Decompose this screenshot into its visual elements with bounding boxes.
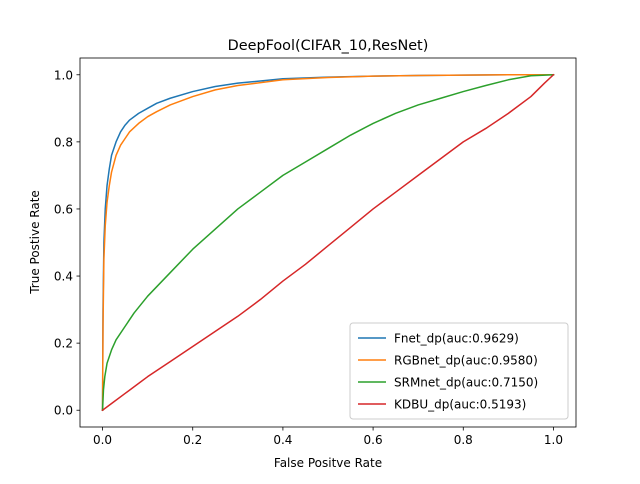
x-tick-label: 0.6 — [364, 433, 383, 447]
y-tick-label: 1.0 — [54, 68, 73, 82]
legend-label-2: RGBnet_dp(auc:0.9580) — [394, 354, 538, 368]
axes-frame — [79, 57, 577, 428]
legend-label-3: SRMnet_dp(auc:0.7150) — [394, 376, 538, 390]
y-tick-label: 0.0 — [54, 404, 73, 418]
y-axis-label: True Postive Rate — [28, 190, 42, 295]
y-tick-label: 0.4 — [54, 270, 73, 284]
x-tick-label: 1.0 — [544, 433, 563, 447]
x-tick-label: 0.4 — [273, 433, 292, 447]
x-tick-label: 0.2 — [183, 433, 202, 447]
x-axis-label: False Positve Rate — [274, 456, 382, 470]
series-line-2 — [101, 74, 555, 411]
legend-box — [349, 322, 569, 420]
x-tick-label: 0.8 — [454, 433, 473, 447]
y-tick-label: 0.6 — [54, 202, 73, 216]
series-line-3 — [101, 73, 555, 412]
y-tick-label: 0.8 — [54, 135, 73, 149]
legend-label-4: KDBU_dp(auc:0.5193) — [394, 398, 526, 412]
legend-label-1: Fnet_dp(auc:0.9629) — [394, 332, 519, 346]
x-tick-label: 0.0 — [93, 433, 112, 447]
legend: Fnet_dp(auc:0.9629) RGBnet_dp(auc:0.9580)… — [349, 322, 569, 420]
series-line-4 — [101, 73, 555, 412]
y-tick-label: 0.2 — [54, 337, 73, 351]
chart-title: DeepFool(CIFAR_10,ResNet) — [228, 38, 429, 54]
